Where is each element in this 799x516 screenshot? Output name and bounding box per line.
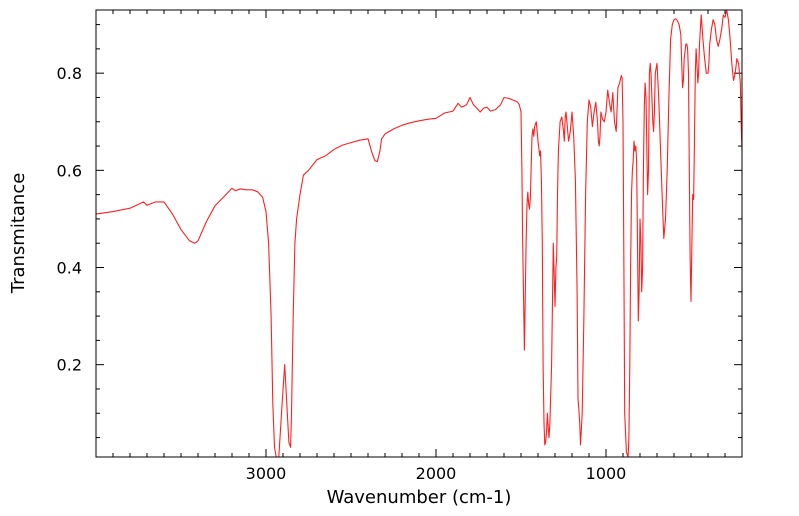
x-axis-title: Wavenumber (cm-1) bbox=[327, 487, 512, 508]
minor-ticks bbox=[96, 10, 743, 457]
x-tick-labels: 3000 2000 1000 bbox=[246, 464, 627, 483]
y-tick-label: 0.2 bbox=[57, 356, 82, 375]
y-tick-label: 0.8 bbox=[57, 64, 82, 83]
plot-background bbox=[96, 10, 742, 457]
y-axis-title: Transmitance bbox=[8, 173, 29, 295]
x-tick-label: 1000 bbox=[586, 464, 627, 483]
y-tick-label: 0.6 bbox=[57, 161, 82, 180]
x-tick-label: 2000 bbox=[416, 464, 457, 483]
plot-frame bbox=[95, 9, 743, 458]
x-tick-label: 3000 bbox=[246, 464, 287, 483]
y-tick-labels: 0.2 0.4 0.6 0.8 bbox=[57, 64, 82, 375]
y-tick-label: 0.4 bbox=[57, 259, 82, 278]
spectrum-line bbox=[95, 9, 743, 458]
